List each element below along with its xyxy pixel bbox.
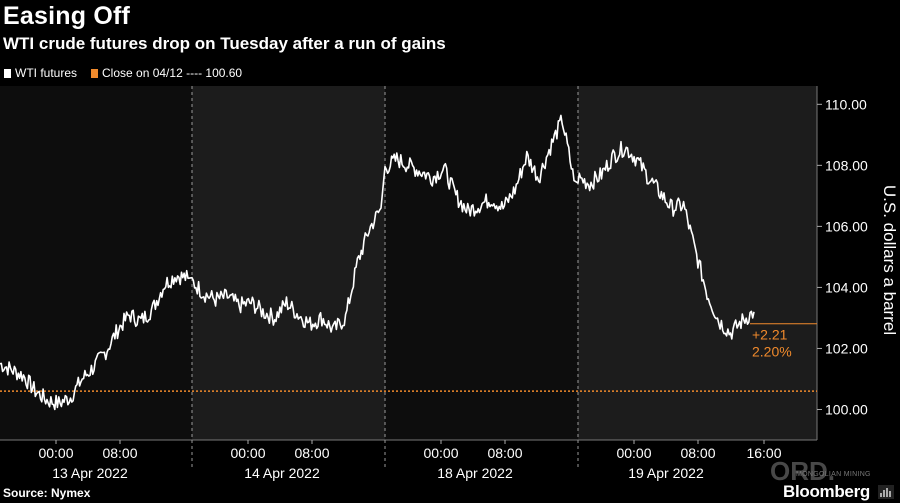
legend-label-reference: Close on 04/12 ---- 100.60: [102, 66, 243, 80]
legend-swatch-wti: [4, 68, 11, 78]
legend-item-reference: Close on 04/12 ---- 100.60: [91, 66, 242, 80]
session-panel: [385, 86, 578, 440]
source-note: Source: Nymex: [3, 486, 91, 500]
y-tick-label: 102.00: [825, 340, 868, 356]
legend: WTI futures Close on 04/12 ---- 100.60: [4, 66, 250, 80]
x-date-label: 19 Apr 2022: [628, 465, 704, 481]
x-tick-label: 08:00: [294, 445, 329, 461]
x-tick-label: 08:00: [102, 445, 137, 461]
x-date-label: 14 Apr 2022: [244, 465, 320, 481]
x-date-label: 13 Apr 2022: [52, 465, 128, 481]
y-tick-label: 104.00: [825, 279, 868, 295]
y-tick-label: 100.00: [825, 401, 868, 417]
session-panel: [0, 86, 192, 440]
x-tick-label: 16:00: [746, 445, 781, 461]
chart-title: Easing Off: [3, 2, 131, 30]
chart-subtitle: WTI crude futures drop on Tuesday after …: [3, 34, 446, 53]
y-tick-label: 108.00: [825, 157, 868, 173]
session-panel: [192, 86, 385, 440]
y-axis-label: U.S. dollars a barrel: [880, 184, 899, 336]
x-tick-label: 00:00: [230, 445, 265, 461]
x-tick-label: 08:00: [680, 445, 715, 461]
x-tick-label: 00:00: [38, 445, 73, 461]
pct-annotation: 2.20%: [752, 344, 792, 360]
x-tick-label: 00:00: [616, 445, 651, 461]
legend-item-wti: WTI futures: [4, 66, 77, 80]
legend-swatch-reference: [91, 68, 99, 78]
bloomberg-terminal-icon: [878, 485, 894, 499]
brand-logo: Bloomberg: [782, 482, 870, 501]
legend-label-wti: WTI futures: [15, 66, 78, 80]
series-line-wti: [0, 114, 755, 411]
change-annotation: +2.21: [752, 327, 788, 343]
x-tick-label: 00:00: [423, 445, 458, 461]
x-date-label: 18 Apr 2022: [437, 465, 513, 481]
watermark-subtext: MONGOLIAN MINING: [796, 471, 871, 478]
y-tick-label: 106.00: [825, 218, 868, 234]
y-tick-label: 110.00: [825, 96, 867, 112]
watermark-logo: ORD.: [770, 456, 835, 486]
x-tick-label: 08:00: [487, 445, 522, 461]
